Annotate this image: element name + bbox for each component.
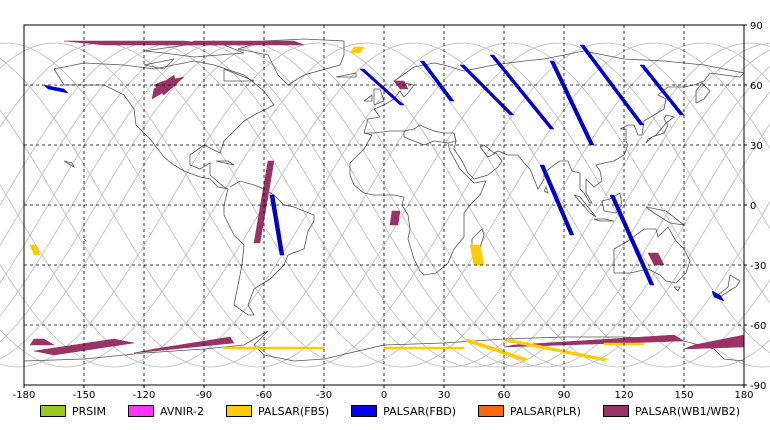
coastline [143,58,175,70]
coastline [223,68,255,82]
swath-fbd [269,194,285,256]
swath-fbs [383,346,465,350]
swath-wb [29,338,55,346]
swath-wb [183,40,305,46]
legend-item: PALSAR(PLR) [478,405,581,418]
legend-label: AVNIR-2 [160,404,204,418]
legend-swatch [602,405,629,417]
swath-fbs [349,46,365,54]
y-tick-label: -30 [750,261,766,272]
legend-label: PALSAR(WB1/WB2) [634,404,741,418]
orbit-track [0,42,770,368]
swaths [29,40,745,362]
coastline [601,192,623,214]
x-tick-label: -90 [196,390,212,401]
legend-swatch [40,405,66,417]
x-tick-label: 60 [498,390,511,401]
coastline [543,185,549,194]
coastline [593,218,615,222]
swath-wb [393,80,409,90]
swath-wb [389,210,401,226]
swath-fbs [503,338,609,362]
orbit-track [0,42,770,368]
coastline [223,180,315,316]
swath-fbd [43,84,69,94]
x-tick-label: -150 [73,390,96,401]
orbit-track [0,42,770,368]
legend-swatch [225,405,252,417]
coastline [63,160,75,169]
x-tick-label: 0 [381,390,387,401]
coastline [645,114,675,144]
orbit-track [0,42,770,368]
swath-fbs [29,244,41,256]
swath-fbd [609,194,655,286]
x-tick-label: 150 [674,390,693,401]
coastline [349,132,373,175]
legend-swatch [128,405,154,417]
coastline [237,38,345,86]
swath-fbd [711,290,725,302]
x-tick-label: -180 [13,390,36,401]
gridlines [24,25,744,385]
coastline [53,60,275,190]
x-tick-label: 120 [614,390,633,401]
swath-wb [33,338,135,356]
orbit-track [0,42,770,368]
coastline [673,286,681,292]
legend-label: PRSIM [72,404,106,418]
y-tick-label: -60 [750,321,766,332]
coastline [363,94,373,102]
y-tick-label: 90 [750,21,763,32]
y-tick-label: 0 [750,201,756,212]
coastline [573,194,597,218]
swath-fbd [459,64,515,116]
legend-item: PALSAR(FBS) [225,404,330,418]
coastline [349,142,487,276]
orbit-track [0,42,770,368]
legend-label: PALSAR(PLR) [510,404,581,418]
x-tick-label: 30 [438,390,451,401]
x-tick-label: 180 [734,390,753,401]
coastline [83,238,87,242]
swath-fbd [359,68,405,106]
y-tick-label: 30 [750,141,763,152]
coastline [717,274,741,298]
swath-fbd [639,64,685,116]
orbit-track [0,42,770,368]
x-tick-label: -120 [133,390,156,401]
coastline [373,88,385,106]
legend-item: PRSIM [40,405,106,418]
legend-swatch [351,405,378,417]
legend-item: PALSAR(FBD) [351,405,456,418]
y-tick-label: -90 [750,381,766,392]
coastline [695,82,711,104]
coastline [143,40,245,58]
x-tick-label: -30 [316,390,332,401]
coastline [335,72,357,78]
coastline [453,72,745,204]
legend-item: PALSAR(WB1/WB2) [602,404,741,418]
legend-item: AVNIR-2 [128,405,204,418]
legend-swatch [478,405,505,417]
legend-label: PALSAR(FBS) [257,404,330,418]
coastline [215,160,235,166]
swath-wb [133,336,235,354]
tick-labels: -180 -150 -120 -90 -60 -30 0 30 60 90 120 150 180 90 6… [13,21,767,401]
coastline [645,206,686,226]
x-tick-label: 90 [558,390,571,401]
x-tick-label: -60 [256,390,272,401]
swath-fbd [489,54,555,130]
swath-fbs [463,338,529,362]
legend: PRSIM AVNIR-2 PALSAR(FBS) PALSAR(FBD) PALSAR… [40,402,762,420]
legend-label: PALSAR(FBD) [383,404,457,418]
swath-fbs [223,346,325,350]
y-tick-label: 60 [750,81,763,92]
